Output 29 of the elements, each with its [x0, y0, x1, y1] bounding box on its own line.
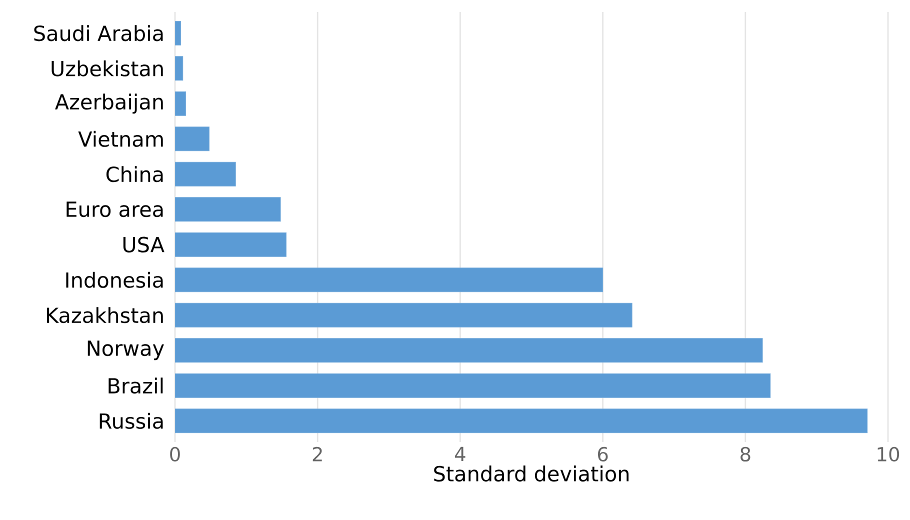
bar [175, 408, 868, 434]
bar [175, 126, 210, 152]
y-tick-label: China [106, 166, 163, 182]
bar [175, 197, 281, 222]
y-tick-label: USA [123, 236, 164, 252]
bar [175, 268, 604, 292]
x-axis-title: Standard deviation [434, 466, 629, 482]
y-tick-label: Norway [88, 340, 164, 360]
x-tick-label: 6 [598, 446, 608, 462]
x-tick-label: 0 [170, 446, 180, 462]
bar [175, 338, 763, 363]
bar [175, 162, 236, 186]
bar [175, 92, 186, 116]
y-tick-label: Saudi Arabia [34, 25, 163, 42]
y-tick-label: Kazakhstan [47, 307, 163, 324]
y-tick-label: Russia [100, 412, 163, 429]
y-tick-label: Uzbekistan [52, 60, 163, 76]
x-tick-label: 10 [878, 446, 900, 462]
bar [175, 373, 771, 398]
x-tick-label: 4 [454, 446, 466, 462]
y-tick-label: Brazil [108, 378, 163, 394]
y-tick-label: Indonesia [66, 272, 163, 288]
y-tick-label: Vietnam [78, 130, 163, 147]
y-tick-label: Azerbaijan [55, 94, 163, 114]
bar [175, 232, 287, 257]
y-tick-label: Euro area [66, 202, 163, 218]
bar [175, 302, 632, 328]
x-tick-label: 8 [740, 446, 750, 462]
x-tick-label: 2 [312, 446, 322, 462]
